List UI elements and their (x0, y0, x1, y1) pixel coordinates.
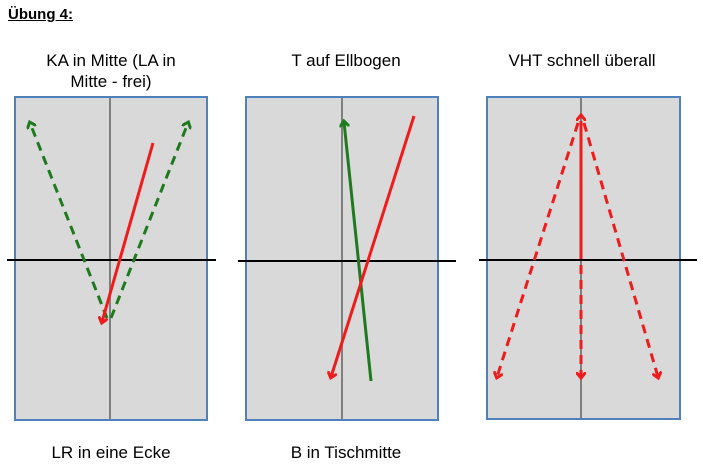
panel-2-table (238, 96, 456, 421)
red-solid-arrow (102, 142, 155, 322)
panel-3-top-label: VHT schnell überall (508, 51, 656, 70)
green-dashed-arrow-left (30, 123, 109, 319)
panel-2-top-label: T auf Ellbogen (291, 51, 401, 70)
exercise-heading: Übung 4: (8, 6, 73, 23)
panel-1-top-label: KA in Mitte (LA in Mitte - frei) (46, 51, 176, 91)
panel-3-table (479, 96, 697, 420)
panel-2-bottom-label: B in Tischmitte (290, 443, 402, 462)
red-solid-arrow (331, 115, 416, 377)
green-solid-arrow (344, 122, 373, 382)
panel-1-bottom-label: LR in eine Ecke (51, 443, 171, 462)
green-dashed-arrow-right (109, 123, 188, 319)
table-surface (486, 96, 681, 420)
panel-1-table (7, 96, 216, 421)
